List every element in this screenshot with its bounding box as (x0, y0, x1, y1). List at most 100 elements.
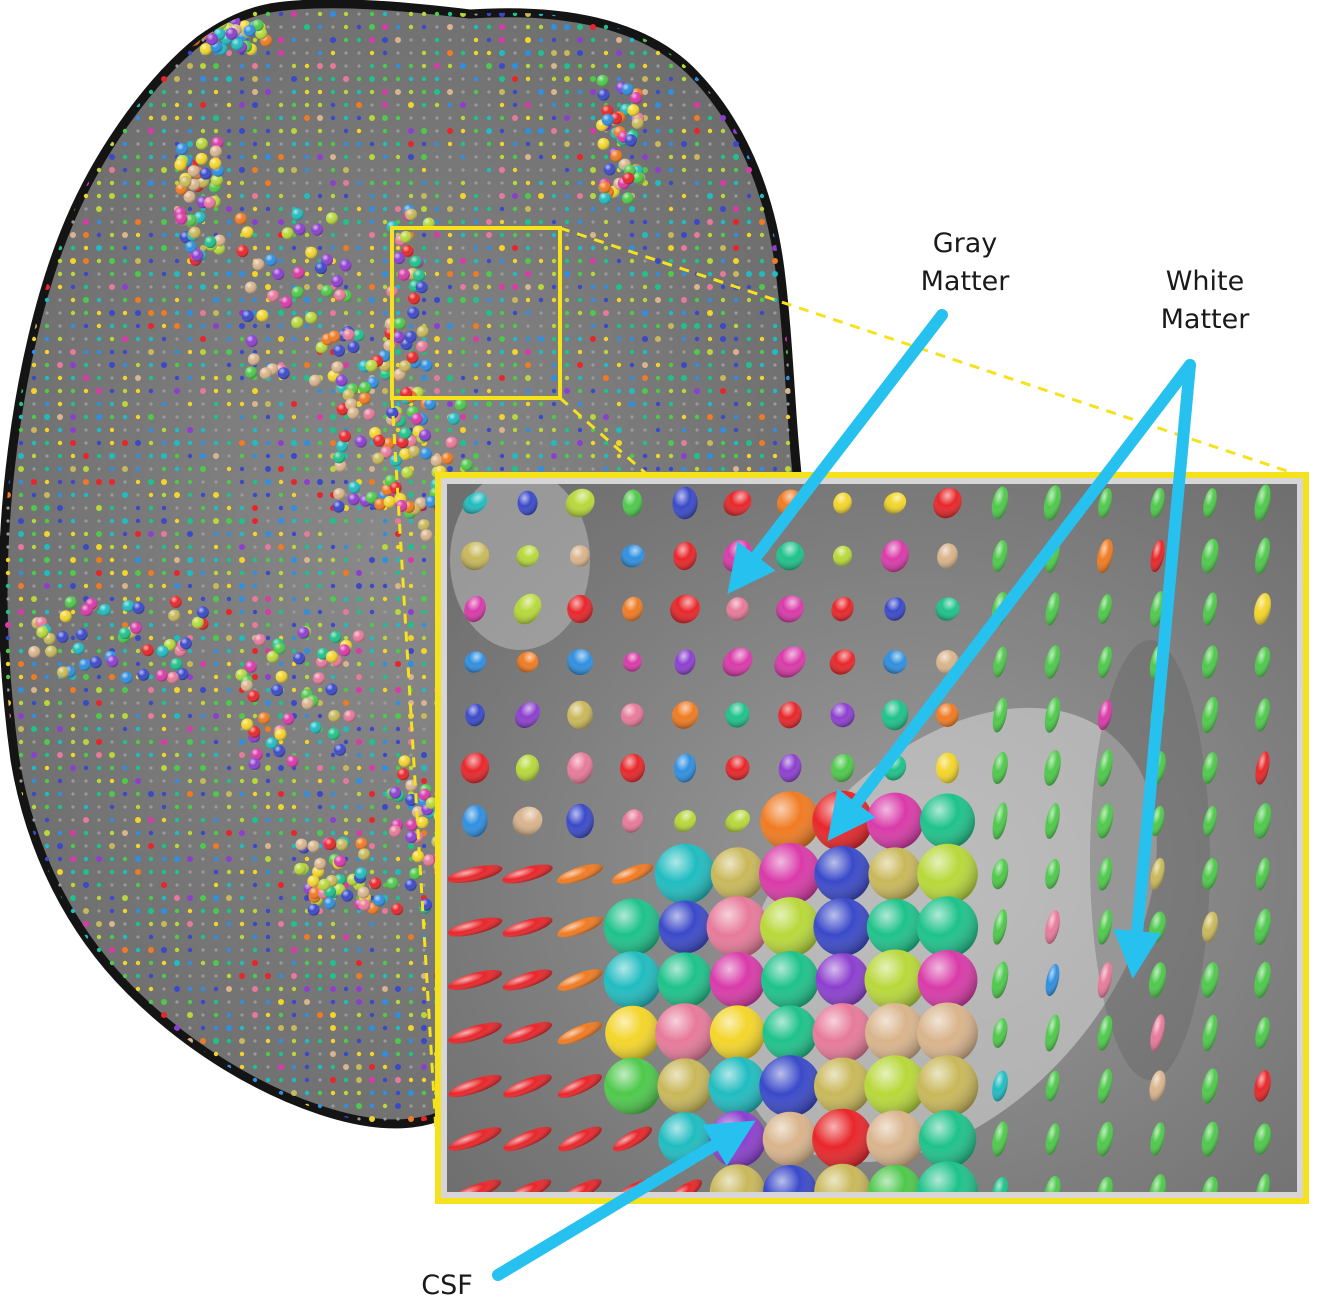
brain-glyph (395, 206, 401, 212)
brain-glyph (252, 63, 258, 69)
brain-glyph (473, 453, 479, 459)
brain-glyph (57, 284, 63, 290)
brain-glyph (252, 648, 258, 654)
brain-glyph (18, 37, 24, 43)
brain-glyph (590, 37, 596, 43)
brain-glyph (265, 869, 271, 875)
brain-glyph (122, 518, 128, 524)
brain-glyph (109, 505, 115, 511)
brain-glyph (642, 128, 648, 134)
brain-glyph (45, 987, 49, 991)
brain-glyph (330, 154, 336, 160)
brain-glyph (291, 11, 297, 17)
brain-glyph (71, 818, 75, 822)
brain-glyph (629, 37, 635, 43)
brain-glyph (330, 479, 336, 485)
brain-glyph (83, 544, 89, 550)
brain-glyph (382, 11, 388, 17)
brain-glyph (369, 804, 375, 810)
brain-glyph (643, 259, 647, 263)
brain-glyph (461, 246, 465, 250)
brain-glyph (291, 817, 297, 823)
brain-glyph (317, 960, 323, 966)
brain-glyph (291, 375, 297, 381)
brain-glyph (772, 24, 778, 30)
brain-glyph (486, 362, 492, 368)
brain-glyph (18, 167, 24, 173)
brain-glyph (578, 324, 582, 328)
brain-glyph (707, 401, 713, 407)
brain-glyph (200, 440, 206, 446)
brain-glyph (382, 1051, 388, 1057)
brain-glyph (772, 453, 778, 459)
brain-glyph (213, 1051, 219, 1057)
brain-glyph (123, 818, 127, 822)
brain-glyph (772, 349, 778, 355)
brain-glyph (148, 947, 154, 953)
brain-glyph (317, 791, 323, 797)
brain-glyph (747, 350, 751, 354)
brain-glyph (382, 232, 388, 238)
brain-glyph (148, 349, 154, 355)
brain-glyph (279, 77, 283, 81)
brain-glyph (265, 557, 271, 563)
brain-glyph (148, 440, 154, 446)
brain-glyph (681, 453, 687, 459)
brain-glyph (83, 453, 89, 459)
brain-glyph (57, 960, 63, 966)
brain-glyph (473, 258, 479, 264)
brain-glyph (239, 843, 245, 849)
brain-glyph (565, 467, 569, 471)
brain-glyph (279, 64, 283, 68)
brain-glyph (369, 466, 375, 472)
brain-glyph (369, 921, 375, 927)
brain-glyph (57, 258, 63, 264)
brain-glyph (201, 857, 205, 861)
brain-glyph (122, 492, 128, 498)
brain-glyph (174, 713, 180, 719)
brain-glyph (304, 531, 310, 537)
brain-glyph (70, 50, 76, 56)
brain-glyph (369, 557, 375, 563)
brain-glyph (590, 245, 596, 251)
brain-glyph (148, 830, 154, 836)
brain-glyph (239, 999, 245, 1005)
brain-glyph (591, 142, 595, 146)
brain-glyph (265, 1038, 271, 1044)
brain-glyph (161, 726, 167, 732)
brain-glyph (421, 180, 427, 186)
brain-glyph (148, 37, 154, 43)
brain-glyph (32, 246, 36, 250)
brain-glyph (32, 116, 36, 120)
brain-glyph (122, 596, 128, 602)
brain-glyph (525, 115, 531, 121)
brain-glyph (200, 271, 206, 277)
brain-glyph (83, 24, 89, 30)
brain-glyph (733, 219, 739, 225)
brain-glyph (434, 375, 440, 381)
brain-glyph (395, 1051, 401, 1057)
brain-glyph (187, 310, 193, 316)
brain-glyph (123, 480, 127, 484)
brain-glyph (83, 830, 89, 836)
brain-glyph (291, 63, 297, 69)
brain-glyph (213, 648, 219, 654)
brain-glyph (213, 1038, 219, 1044)
brain-glyph (57, 492, 63, 498)
brain-glyph (240, 948, 244, 952)
brain-glyph (525, 258, 531, 264)
brain-glyph (200, 765, 206, 771)
brain-glyph (18, 505, 24, 511)
brain-glyph (344, 792, 348, 796)
brain-glyph (525, 206, 531, 212)
brain-glyph (58, 597, 62, 601)
brain-glyph (148, 531, 154, 537)
brain-glyph (357, 532, 361, 536)
brain-glyph (695, 402, 699, 406)
brain-glyph (382, 661, 388, 667)
brain-glyph (694, 297, 700, 303)
brain-glyph (343, 76, 349, 82)
brain-glyph (162, 935, 166, 939)
brain-glyph (694, 414, 700, 420)
brain-glyph (617, 311, 621, 315)
